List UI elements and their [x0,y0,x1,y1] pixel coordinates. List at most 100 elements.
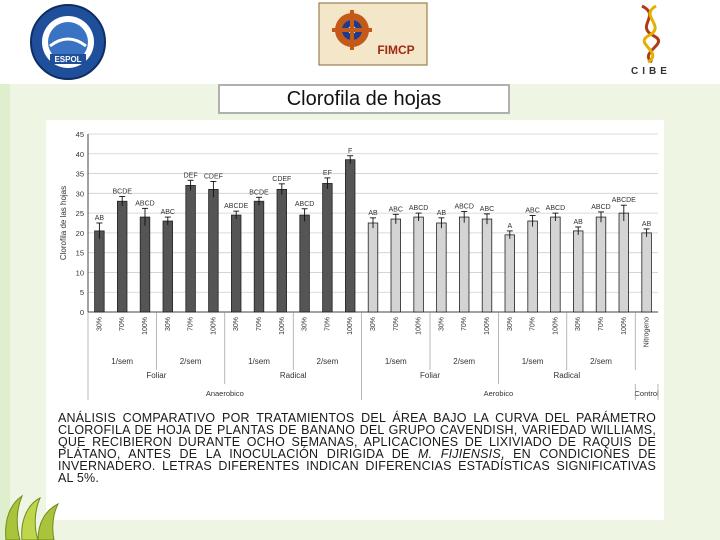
category-label: 30% [96,317,103,331]
category-label: 30% [507,317,514,331]
frequency-label: 2/sem [590,357,612,366]
category-label: 100% [347,317,354,335]
bar [185,185,196,313]
cibe-logo: CIBE [612,2,690,78]
application-label: Foliar [420,371,440,380]
y-tick-label: 0 [80,308,84,317]
bar [208,188,219,313]
significance-letter: AB [574,219,584,226]
category-label: 70% [530,317,537,331]
bar [459,216,470,313]
category-label: 100% [279,317,286,335]
bar [527,220,538,313]
application-label: Foliar [146,371,166,380]
bar [504,234,515,313]
bar [481,218,493,313]
significance-letter: CDEF [204,173,223,180]
slide-title: Clorofila de hojas [218,84,510,114]
application-label: Radical [280,371,307,380]
category-label: 70% [598,317,605,331]
fimcp-logo-text: FIMCP [377,43,414,57]
bar [595,216,607,313]
y-tick-label: 10 [76,268,84,277]
frequency-label: 2/sem [453,357,475,366]
significance-letter: ABCD [454,204,473,211]
category-label: 70% [188,317,195,331]
significance-letter: ABCD [135,200,154,207]
category-label: 70% [393,317,400,331]
frequency-label: 1/sem [248,357,270,366]
category-label: 100% [484,317,491,335]
caption-species: M. fijiensis [417,447,501,461]
caption-text-2: , en condiciones de invernadero. Letras … [58,447,656,485]
espol-logo-text: ESPOL [54,55,81,64]
significance-letter: DEF [184,172,198,179]
category-label: 30% [165,317,172,331]
bar [436,222,447,313]
y-tick-label: 30 [76,189,84,198]
bar [550,216,561,313]
category-label: 70% [461,317,468,331]
significance-letter: ABC [480,206,494,213]
bar [345,159,356,313]
frequency-label: 1/sem [111,357,133,366]
bar [618,212,629,313]
category-label: 70% [256,317,263,331]
category-label: 30% [575,317,582,331]
category-label: 100% [552,317,559,335]
bar [390,218,401,313]
bar [641,232,652,313]
condition-label: Control [635,389,660,398]
y-tick-label: 5 [80,288,84,297]
significance-letter: A [507,223,512,230]
significance-letter: ABCDE [224,203,248,210]
significance-letter: ABCDE [612,197,636,204]
category-label: 30% [302,317,309,331]
bar [573,230,584,313]
condition-label: Anaerobico [206,389,244,398]
significance-letter: BCDE [249,189,269,196]
bar [231,214,242,313]
significance-letter: AB [437,210,447,217]
bar [299,214,310,313]
significance-letter: AB [642,221,652,228]
category-label: 30% [233,317,240,331]
bar-chart: 0 5 10 15 20 25 30 35 40 45 Clorofila de las hojas… [59,130,660,400]
y-axis-label: Clorofila de las hojas [59,186,68,260]
significance-letter: BCDE [112,188,132,195]
y-tick-label: 15 [76,249,84,258]
category-label: 70% [119,317,126,331]
caption-text-1: Análisis comparativo por tratamientos de… [58,411,656,461]
condition-label: Aerobico [484,389,514,398]
bar [139,216,151,313]
category-label: 100% [416,317,423,335]
banana-decoration [5,494,60,540]
application-label: Radical [553,371,580,380]
figure-caption: Análisis comparativo por tratamientos de… [58,411,656,485]
significance-letter: EF [323,170,332,177]
bar [253,200,265,313]
significance-letter: ABC [389,206,403,213]
y-tick-label: 45 [76,130,84,139]
y-tick-label: 40 [76,150,84,159]
bar [367,222,379,313]
significance-letter: ABC [161,209,175,216]
figure-panel: 0 5 10 15 20 25 30 35 40 45 Clorofila de las hojas… [46,120,664,520]
category-label: 30% [370,317,377,331]
significance-letter: AB [368,210,378,217]
bar [276,188,287,313]
bar [94,230,105,313]
frequency-label: 2/sem [180,357,202,366]
significance-letter: ABCD [409,205,428,212]
y-tick-label: 25 [76,209,84,218]
espol-logo: ESPOL [30,4,106,80]
significance-letter: CDEF [272,176,291,183]
bar [117,200,128,313]
category-label: 100% [621,317,628,335]
left-stripe [0,84,10,540]
frequency-label: 1/sem [385,357,407,366]
cibe-logo-text: CIBE [631,66,671,77]
category-label: 30% [438,317,445,331]
frequency-label: 2/sem [317,357,339,366]
category-label: 70% [324,317,331,331]
